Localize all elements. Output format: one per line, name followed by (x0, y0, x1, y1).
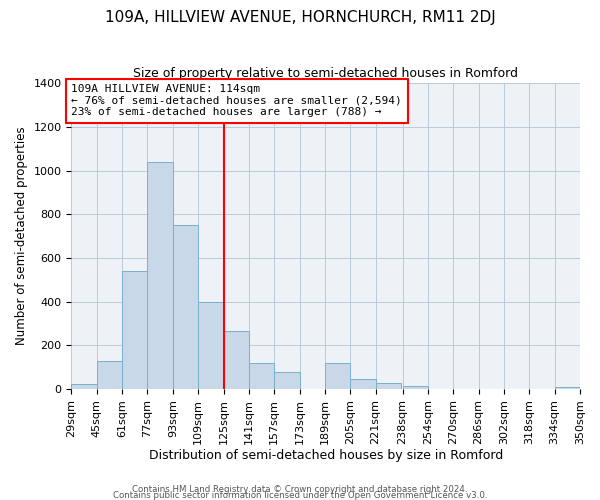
Text: Contains public sector information licensed under the Open Government Licence v3: Contains public sector information licen… (113, 491, 487, 500)
Bar (71, 384, 97, 389)
Bar (325, 363, 350, 389)
Text: 109A, HILLVIEW AVENUE, HORNCHURCH, RM11 2DJ: 109A, HILLVIEW AVENUE, HORNCHURCH, RM11 … (104, 10, 496, 25)
X-axis label: Distribution of semi-detached houses by size in Romford: Distribution of semi-detached houses by … (149, 450, 503, 462)
Bar (97, 361, 122, 389)
Bar (376, 382, 401, 389)
Y-axis label: Number of semi-detached properties: Number of semi-detached properties (15, 127, 28, 346)
Text: 109A HILLVIEW AVENUE: 114sqm
← 76% of semi-detached houses are smaller (2,594)
2: 109A HILLVIEW AVENUE: 114sqm ← 76% of se… (71, 84, 402, 117)
Bar (274, 372, 299, 389)
Bar (198, 302, 224, 389)
Bar (173, 225, 198, 389)
Bar (148, 162, 173, 389)
Text: Contains HM Land Registry data © Crown copyright and database right 2024.: Contains HM Land Registry data © Crown c… (132, 485, 468, 494)
Bar (350, 380, 376, 389)
Bar (249, 363, 274, 389)
Bar (122, 271, 148, 389)
Title: Size of property relative to semi-detached houses in Romford: Size of property relative to semi-detach… (133, 68, 518, 80)
Bar (554, 387, 580, 389)
Bar (224, 332, 249, 389)
Bar (403, 386, 428, 389)
